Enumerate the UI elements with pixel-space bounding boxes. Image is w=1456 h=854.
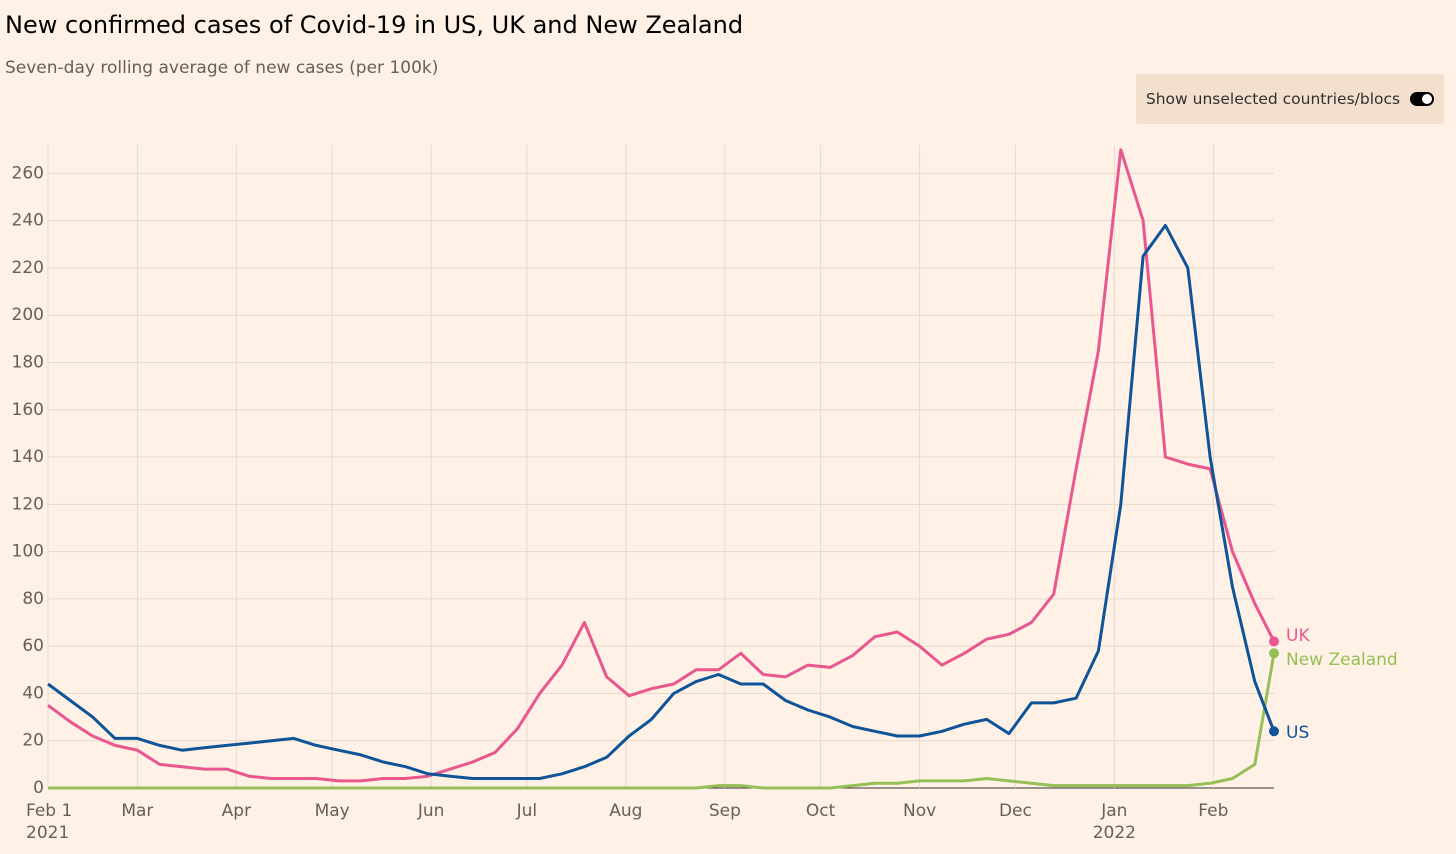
chart-title: New confirmed cases of Covid-19 in US, U… (5, 11, 743, 39)
series-line (47, 223, 1276, 780)
y-tick-label: 120 (12, 494, 44, 514)
y-tick-label: 40 (22, 683, 44, 703)
x-tick-label: Dec (999, 801, 1032, 821)
y-tick-label: 20 (22, 731, 44, 751)
y-tick-label: 180 (12, 352, 44, 372)
x-tick-label: Sep (709, 801, 741, 821)
y-tick-label: 220 (12, 258, 44, 278)
y-tick-label: 100 (12, 542, 44, 562)
end-point (1269, 726, 1279, 737)
plot-area: 0 20 40 60 80 100 120 140 160 180 200 220 240 260 Feb … (12, 145, 1398, 843)
y-tick-label: 60 (22, 636, 44, 656)
y-tick-label: 140 (12, 447, 44, 467)
series-label: UK (1286, 626, 1310, 646)
x-tick-label: Feb (1198, 801, 1228, 821)
y-tick-label: 260 (12, 163, 44, 183)
y-tick-label: 240 (12, 211, 44, 231)
x-tick-label: Nov (903, 801, 936, 821)
y-tick-label: 200 (12, 305, 44, 325)
x-tick-label: May (315, 801, 350, 821)
x-tick-label: Jul (516, 801, 538, 821)
toggle-button[interactable]: Show unselected countries/blocs (1136, 74, 1444, 124)
toggle-label: Show unselected countries/blocs (1145, 90, 1401, 108)
toggle-switch[interactable] (1410, 92, 1435, 106)
x-tick-label: Jun (417, 801, 445, 821)
x-tick-label: Aug (609, 801, 642, 821)
x-tick-label: Mar (121, 801, 153, 821)
x-tick-label: Feb 1 (26, 801, 72, 821)
x-tick-label: Jan (1100, 801, 1127, 821)
end-point (1269, 636, 1279, 647)
series-line (47, 148, 1276, 783)
series-label: New Zealand (1286, 650, 1398, 670)
series-label: US (1286, 723, 1309, 743)
y-tick-label: 0 (33, 778, 44, 798)
series-line (48, 653, 1276, 790)
y-tick-label: 80 (22, 589, 44, 609)
chart-subtitle: Seven-day rolling average of new cases (… (5, 58, 438, 78)
x-year-label: 2022 (1093, 823, 1136, 843)
x-tick-label: Oct (806, 801, 836, 821)
end-point (1269, 648, 1279, 659)
x-year-label: 2021 (26, 823, 69, 843)
x-tick-label: Apr (222, 801, 251, 821)
y-tick-label: 160 (12, 400, 44, 420)
